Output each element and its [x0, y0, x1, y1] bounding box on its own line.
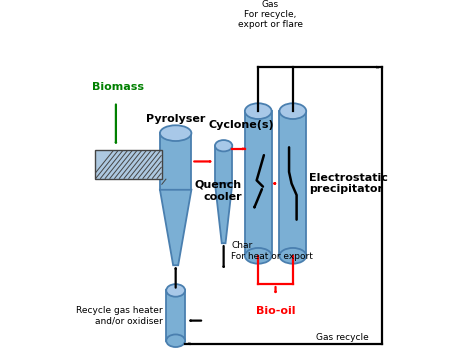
- Ellipse shape: [245, 248, 272, 264]
- Polygon shape: [160, 133, 191, 190]
- Ellipse shape: [160, 125, 191, 141]
- Ellipse shape: [166, 334, 185, 347]
- Text: Recycle gas heater
and/or oxidiser: Recycle gas heater and/or oxidiser: [76, 306, 163, 325]
- Text: Electrostatic
precipitator: Electrostatic precipitator: [310, 173, 388, 194]
- Bar: [280, 111, 306, 256]
- Text: Gas
For recycle,
export or flare: Gas For recycle, export or flare: [237, 0, 302, 29]
- Ellipse shape: [215, 140, 232, 151]
- Bar: [95, 151, 162, 179]
- Ellipse shape: [280, 103, 306, 119]
- Ellipse shape: [280, 248, 306, 264]
- Ellipse shape: [166, 284, 185, 297]
- Text: Char
For heat or export: Char For heat or export: [231, 242, 313, 261]
- Polygon shape: [215, 183, 232, 243]
- Polygon shape: [215, 146, 232, 183]
- Bar: [166, 290, 185, 341]
- Text: Quench
cooler: Quench cooler: [195, 180, 242, 201]
- Text: Cyclone(s): Cyclone(s): [209, 120, 274, 130]
- Bar: [245, 111, 272, 256]
- Text: Gas recycle: Gas recycle: [316, 333, 369, 342]
- Text: Bio-oil: Bio-oil: [256, 306, 295, 316]
- Ellipse shape: [245, 103, 272, 119]
- Polygon shape: [160, 190, 191, 265]
- Text: Pyrolyser: Pyrolyser: [146, 114, 205, 124]
- Text: Biomass: Biomass: [92, 82, 144, 92]
